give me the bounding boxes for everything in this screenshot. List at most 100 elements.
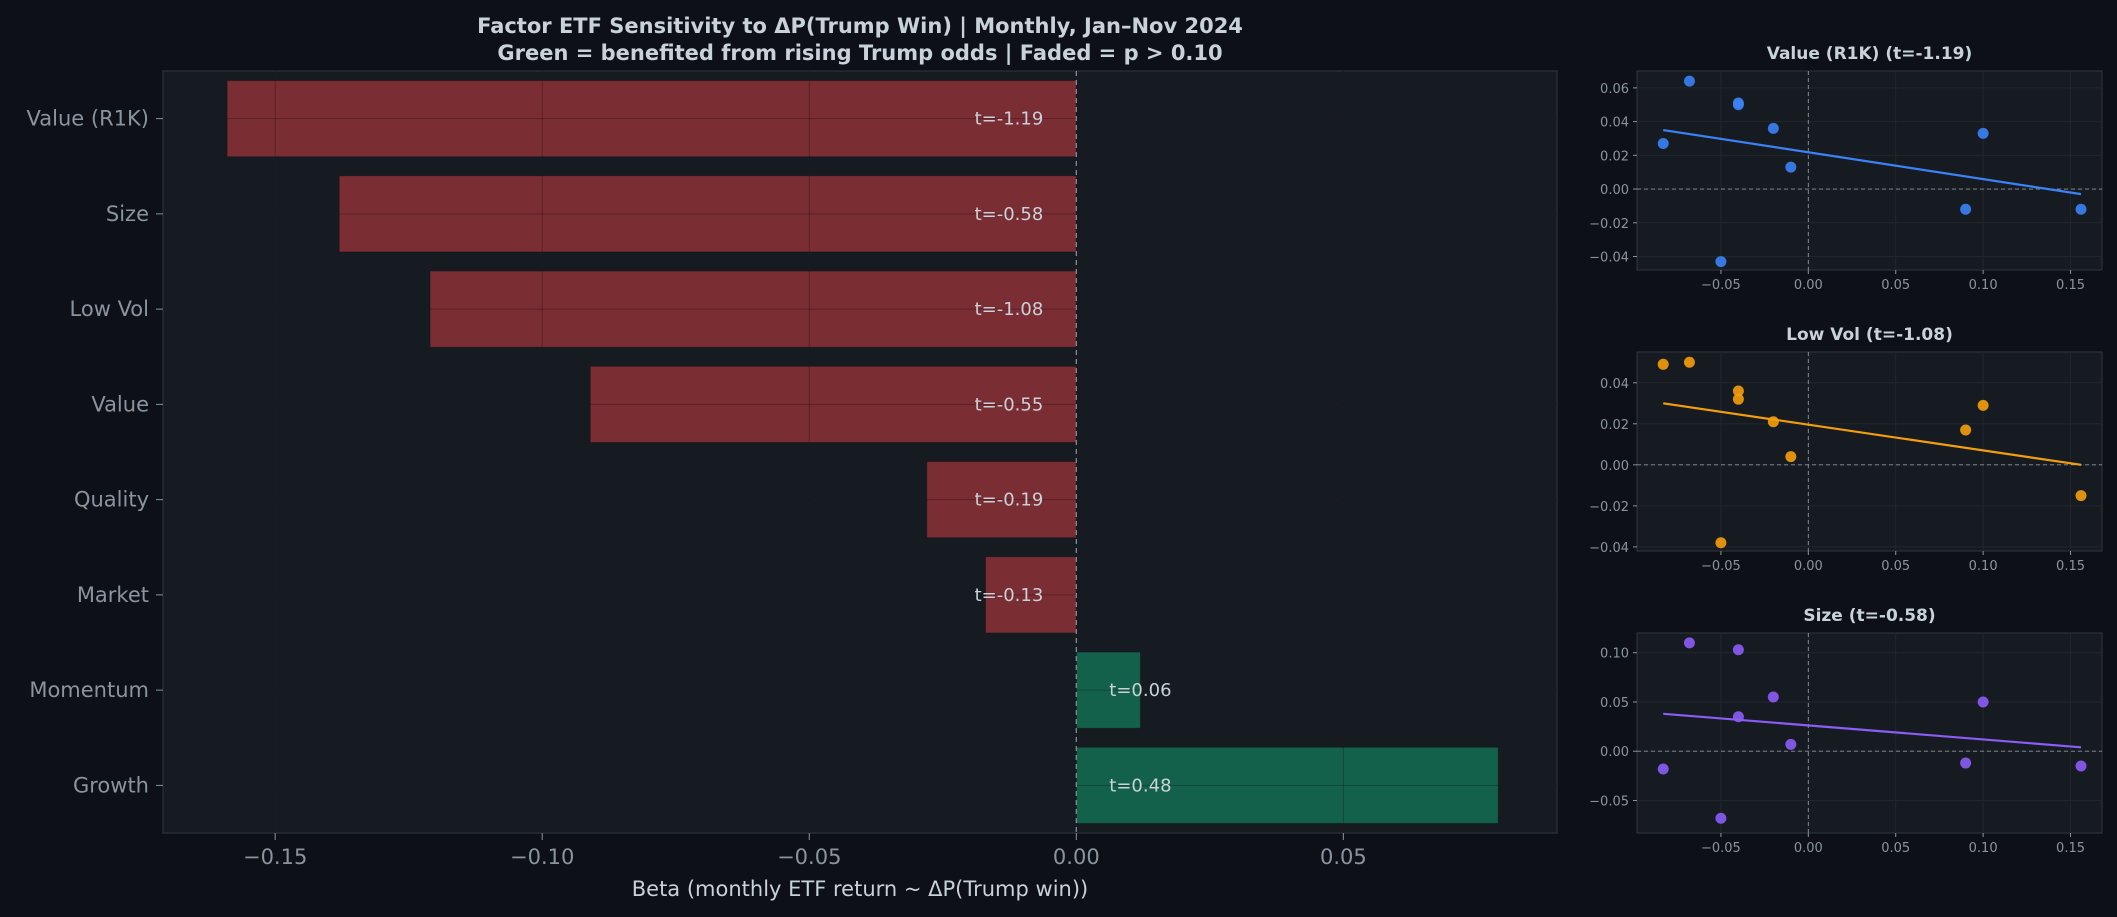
scatter-x-tick-label: 0.00 xyxy=(1794,841,1823,856)
scatter-x-tick-label: 0.10 xyxy=(1969,278,1998,293)
category-label-growth: Growth xyxy=(73,773,149,797)
main-bar-chart: t=-1.19 t=-0.58 t=-1.08 t=-0.55 t=-0.19 t=-0.… xyxy=(27,70,1558,901)
scatter-point xyxy=(2075,203,2087,215)
x-axis-label: Beta (monthly ETF return ~ ΔP(Trump win)… xyxy=(632,877,1088,901)
scatter-point xyxy=(1715,256,1727,268)
scatter-y-tick-label: 0.06 xyxy=(1600,82,1629,97)
scatter-point xyxy=(1977,127,1989,139)
chart-title-line-1: Factor ETF Sensitivity to ΔP(Trump Win) … xyxy=(477,14,1243,39)
category-label-value: Value xyxy=(91,392,149,416)
scatter-point xyxy=(1785,451,1797,463)
scatter-point xyxy=(1657,358,1669,370)
scatter-x-tick-label: 0.15 xyxy=(2056,278,2085,293)
scatter-point xyxy=(1767,416,1779,428)
scatter-point xyxy=(1732,711,1744,723)
scatter-y-tick-label: 0.02 xyxy=(1600,149,1629,164)
scatter-point xyxy=(1960,757,1972,769)
scatter-y-tick-label: 0.04 xyxy=(1600,377,1629,392)
t-stat-label-quality: t=-0.19 xyxy=(975,490,1044,511)
scatter-x-tick-label: 0.10 xyxy=(1969,841,1998,856)
scatter-y-tick-label: 0.00 xyxy=(1600,745,1629,760)
scatter-y-tick-label: 0.00 xyxy=(1600,183,1629,198)
scatter-point xyxy=(1977,696,1989,708)
scatter-y-tick-label: 0.05 xyxy=(1600,696,1629,711)
scatter-point xyxy=(2075,760,2087,772)
bar-momentum xyxy=(1075,651,1141,729)
scatter-y-tick-label: −0.02 xyxy=(1589,217,1629,232)
scatter-x-tick-label: 0.00 xyxy=(1794,559,1823,574)
bar-size xyxy=(338,175,1077,253)
scatter-y-tick-label: 0.10 xyxy=(1600,647,1629,662)
scatter-x-tick-label: 0.00 xyxy=(1794,278,1823,293)
scatter-y-tick-label: −0.04 xyxy=(1589,251,1629,266)
x-tick-label: 0.05 xyxy=(1320,845,1367,869)
scatter-point xyxy=(1732,644,1744,656)
scatter-y-tick-label: −0.04 xyxy=(1589,541,1629,556)
scatter-point xyxy=(1767,691,1779,703)
regression-fit-line xyxy=(1663,712,2082,749)
scatter-point xyxy=(1715,537,1727,549)
scatter-title: Low Vol (t=-1.08) xyxy=(1786,325,1953,345)
t-stat-label-market: t=-0.13 xyxy=(975,585,1044,606)
t-stat-label-momentum: t=0.06 xyxy=(1109,680,1171,701)
scatter-x-tick-label: 0.05 xyxy=(1881,841,1910,856)
t-stat-label-value-r1k: t=-1.19 xyxy=(975,109,1044,130)
scatter-point xyxy=(1732,97,1744,109)
scatter-x-tick-label: 0.10 xyxy=(1969,559,1998,574)
scatter-point xyxy=(2075,490,2087,502)
scatter-point xyxy=(1657,763,1669,775)
scatter-low-vol: −0.05 0.00 0.05 0.10 0.15 −0.04 −0.02 0.00 0.02 0… xyxy=(1589,325,2103,574)
chart-title-line-2: Green = benefited from rising Trump odds… xyxy=(497,41,1222,66)
x-tick-label: −0.05 xyxy=(777,845,841,869)
scatter-x-tick-label: 0.15 xyxy=(2056,841,2085,856)
scatter-x-tick-label: 0.15 xyxy=(2056,559,2085,574)
bar-quality xyxy=(926,461,1077,539)
t-stat-label-low-vol: t=-1.08 xyxy=(975,299,1044,320)
scatter-point xyxy=(1785,161,1797,173)
t-stat-label-value: t=-0.55 xyxy=(975,394,1044,415)
scatter-x-tick-label: −0.05 xyxy=(1701,559,1741,574)
bar-low-vol xyxy=(429,270,1077,348)
scatter-point xyxy=(1683,75,1695,87)
scatter-x-tick-label: 0.05 xyxy=(1881,559,1910,574)
scatter-plot-area xyxy=(1636,70,2103,271)
scatter-y-tick-label: −0.05 xyxy=(1589,794,1629,809)
category-label-value-r1k: Value (R1K) xyxy=(27,107,149,131)
scatter-point xyxy=(1960,424,1972,436)
t-stat-label-growth: t=0.48 xyxy=(1109,775,1171,796)
scatter-point xyxy=(1785,738,1797,750)
category-label-low-vol: Low Vol xyxy=(70,297,149,321)
scatter-point xyxy=(1683,637,1695,649)
category-label-size: Size xyxy=(106,202,149,226)
bar-growth xyxy=(1075,746,1499,824)
scatter-plot-area xyxy=(1636,351,2103,552)
category-label-momentum: Momentum xyxy=(29,678,149,702)
scatter-title: Value (R1K) (t=-1.19) xyxy=(1767,44,1973,64)
scatter-point xyxy=(1732,385,1744,397)
bar-value xyxy=(589,365,1077,443)
scatter-y-tick-label: −0.02 xyxy=(1589,500,1629,515)
scatter-point xyxy=(1732,393,1744,405)
scatter-y-tick-label: 0.02 xyxy=(1600,418,1629,433)
scatter-point xyxy=(1657,138,1669,150)
scatter-point xyxy=(1977,399,1989,411)
x-tick-label: −0.15 xyxy=(243,845,307,869)
scatter-point xyxy=(1683,356,1695,368)
scatter-value-r1k: −0.05 0.00 0.05 0.10 0.15 −0.04 −0.02 0.00 0.02 0… xyxy=(1589,44,2103,293)
scatter-y-tick-label: 0.00 xyxy=(1600,459,1629,474)
scatter-size: −0.05 0.00 0.05 0.10 0.15 −0.05 0.00 0.05 0.10 Si… xyxy=(1589,606,2103,856)
category-label-quality: Quality xyxy=(74,488,149,512)
x-tick-label: −0.10 xyxy=(510,845,574,869)
scatter-plot-area xyxy=(1636,632,2103,834)
scatter-x-tick-label: −0.05 xyxy=(1701,278,1741,293)
scatter-point xyxy=(1767,122,1779,134)
t-stat-label-size: t=-0.58 xyxy=(975,204,1044,225)
scatter-x-tick-label: −0.05 xyxy=(1701,841,1741,856)
scatter-point xyxy=(1715,812,1727,824)
bar-value-r1k xyxy=(226,80,1077,158)
scatter-x-tick-label: 0.05 xyxy=(1881,278,1910,293)
regression-fit-line xyxy=(1663,402,2082,466)
scatter-point xyxy=(1960,203,1972,215)
x-tick-label: 0.00 xyxy=(1053,845,1100,869)
